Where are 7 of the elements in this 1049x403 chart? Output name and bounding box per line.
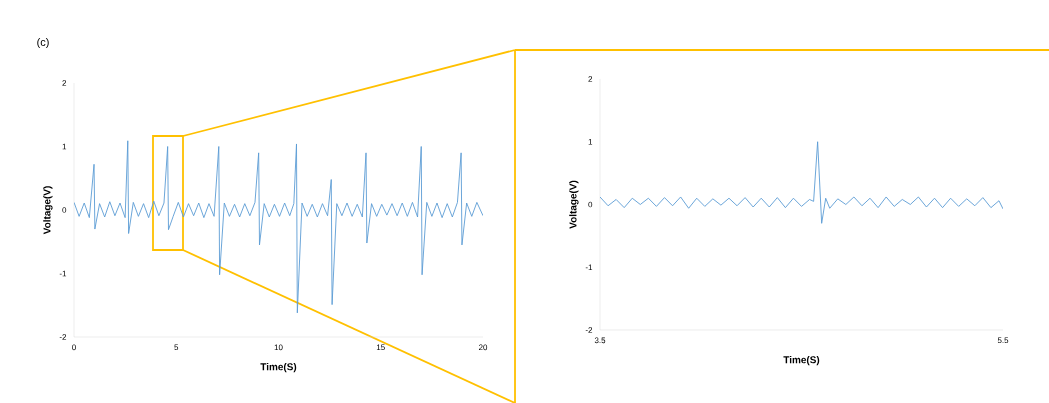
chart-title: (c)	[37, 37, 49, 49]
line-series	[74, 140, 483, 314]
x-axis-title: Time(S)	[783, 356, 820, 366]
y-axis-title: Voltage(V)	[569, 180, 579, 229]
x-axis-title: Time(S)	[260, 363, 297, 373]
y-axis-title: Voltage(V)	[43, 186, 53, 235]
line-series	[600, 141, 1004, 224]
